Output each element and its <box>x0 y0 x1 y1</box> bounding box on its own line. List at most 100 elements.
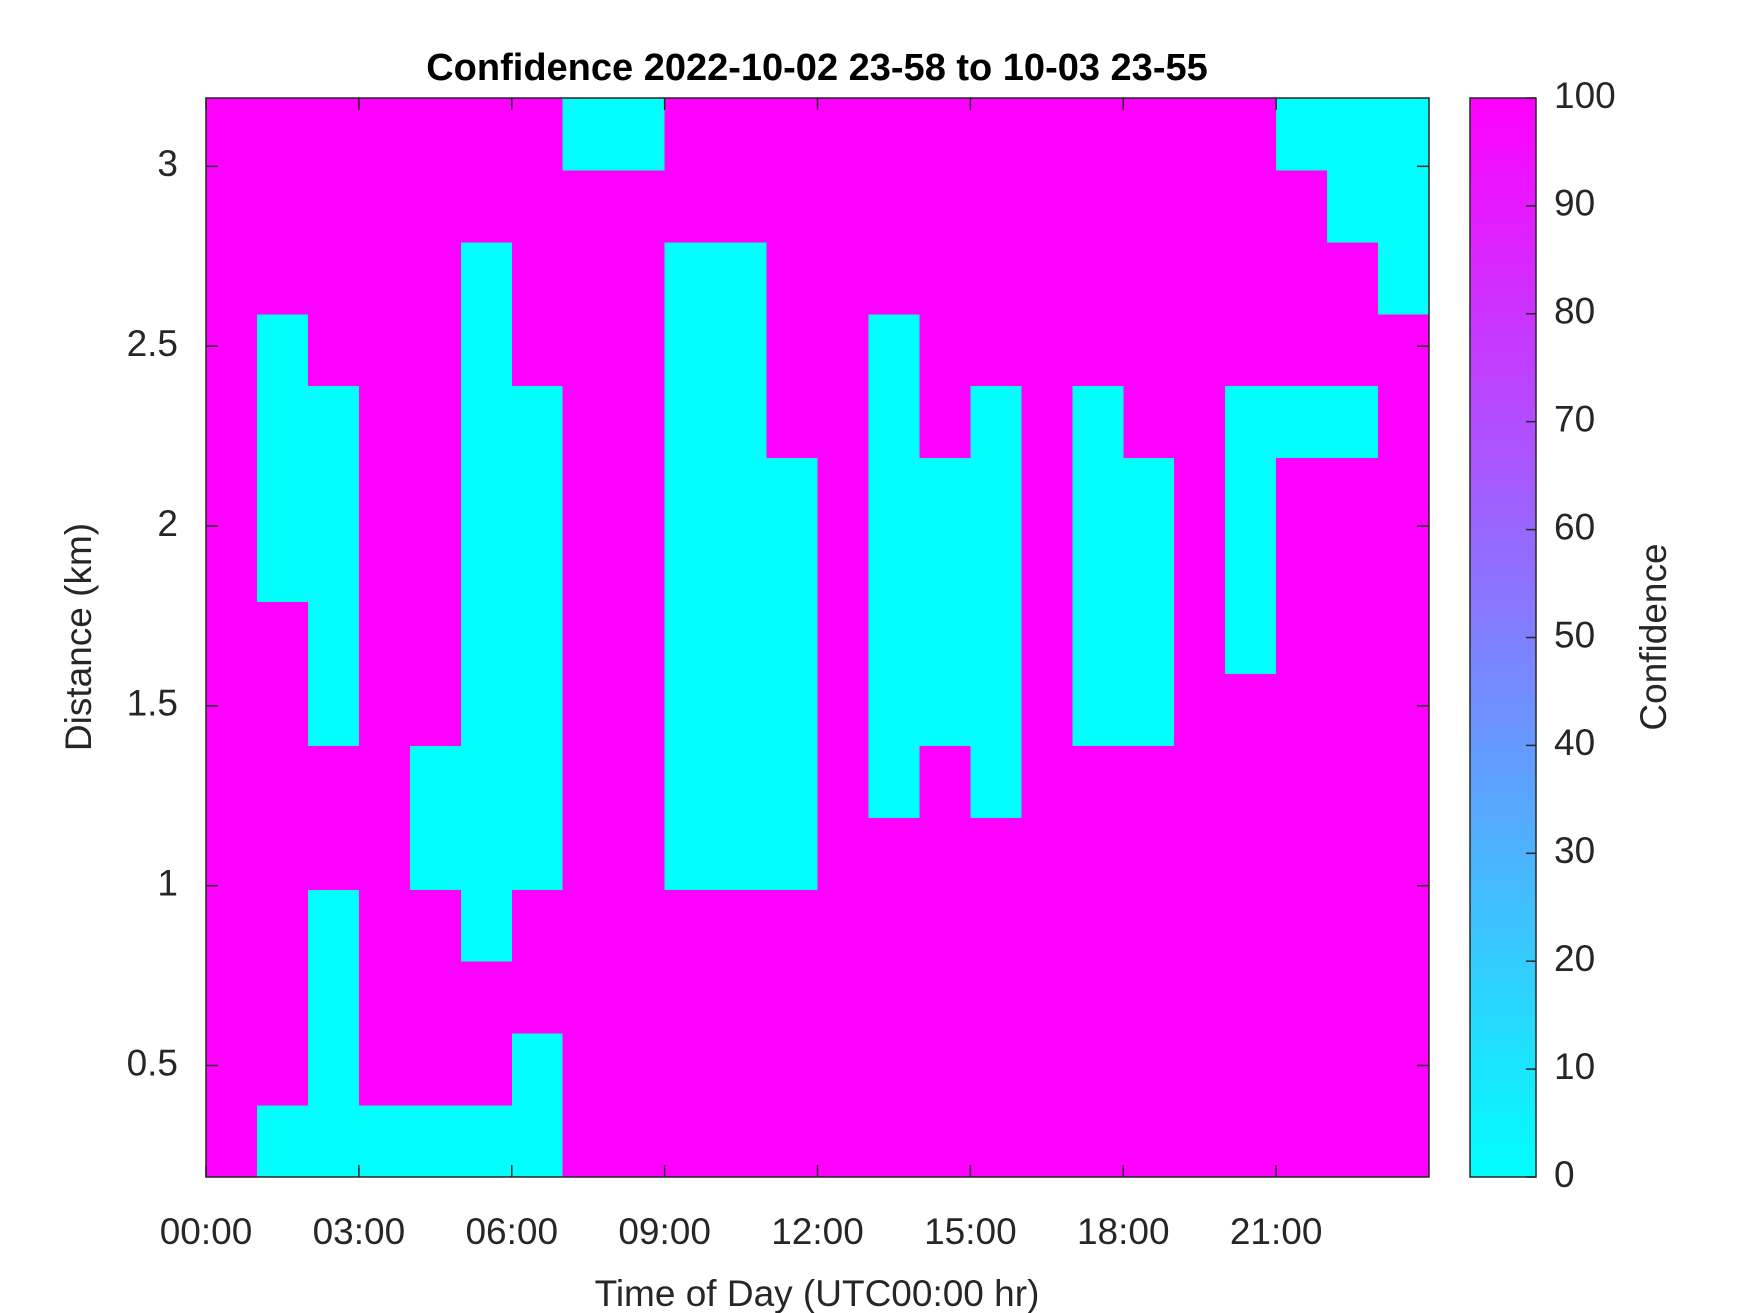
heatmap-cell <box>1378 673 1430 746</box>
heatmap-cell <box>307 385 360 459</box>
heatmap-cell <box>1072 601 1124 674</box>
heatmap-cell <box>1378 241 1430 315</box>
heatmap-cell <box>1276 529 1328 603</box>
heatmap-cell <box>206 385 258 459</box>
heatmap-cell <box>1123 241 1175 315</box>
heatmap-cell <box>1021 673 1073 746</box>
heatmap-cell <box>358 601 411 674</box>
colorbar-tick-label: 50 <box>1554 614 1595 655</box>
heatmap-cell <box>1072 313 1124 387</box>
heatmap-cell <box>511 961 564 1034</box>
heatmap-cell <box>1021 601 1073 674</box>
heatmap-cell <box>919 889 971 962</box>
heatmap-cell <box>358 98 411 171</box>
heatmap-cell <box>1327 313 1379 387</box>
heatmap-cell <box>358 1033 411 1106</box>
heatmap-cell <box>511 457 564 531</box>
heatmap-cell <box>1276 241 1328 315</box>
heatmap-cell <box>206 961 258 1034</box>
heatmap-cell <box>1225 241 1277 315</box>
heatmap-cell <box>1327 1033 1379 1106</box>
heatmap-cell <box>613 529 666 603</box>
heatmap-cell <box>1072 385 1124 459</box>
heatmap-cell <box>715 817 768 890</box>
colorbar-tick-label: 60 <box>1554 506 1595 547</box>
heatmap-cell <box>256 961 309 1034</box>
heatmap-cell <box>460 529 513 603</box>
heatmap-cell <box>766 745 818 818</box>
heatmap-cell <box>613 169 666 243</box>
heatmap-cell <box>1174 961 1226 1034</box>
heatmap-cell <box>1378 1033 1430 1106</box>
heatmap-cell <box>970 529 1022 603</box>
heatmap-cell <box>1225 601 1277 674</box>
heatmap-cell <box>256 673 309 746</box>
heatmap-cell <box>664 601 717 674</box>
heatmap-cell <box>664 745 717 818</box>
heatmap-cell <box>307 313 360 387</box>
x-tick-label: 03:00 <box>313 1211 406 1252</box>
heatmap-cell <box>1123 98 1175 171</box>
heatmap-cell <box>766 961 818 1034</box>
heatmap-cell <box>358 673 411 746</box>
y-tick-label: 0.5 <box>127 1042 178 1083</box>
heatmap-cell <box>1021 1105 1073 1178</box>
heatmap-cell <box>715 529 768 603</box>
heatmap-cell <box>715 169 768 243</box>
heatmap-cell <box>1327 889 1379 962</box>
chart-title: Confidence 2022-10-02 23-58 to 10-03 23-… <box>426 47 1208 89</box>
heatmap-cell <box>715 457 768 531</box>
heatmap-cell <box>766 1033 818 1106</box>
heatmap-cell <box>409 385 462 459</box>
heatmap-cell <box>1225 961 1277 1034</box>
x-tick-label: 06:00 <box>465 1211 558 1252</box>
heatmap-cell <box>613 241 666 315</box>
heatmap-cell <box>817 745 869 818</box>
colorbar-tick-label: 40 <box>1554 722 1595 763</box>
colorbar-tick-label: 80 <box>1554 291 1595 332</box>
heatmap-cell <box>358 241 411 315</box>
heatmap-cell <box>562 313 615 387</box>
heatmap-cell <box>817 385 869 459</box>
heatmap-cell <box>868 385 920 459</box>
heatmap-cell <box>1327 817 1379 890</box>
heatmap-cell <box>562 889 615 962</box>
heatmap-cell <box>511 169 564 243</box>
heatmap-cell <box>970 745 1022 818</box>
heatmap-cell <box>1378 961 1430 1034</box>
heatmap-cell <box>511 1105 564 1178</box>
x-tick-label: 18:00 <box>1077 1211 1170 1252</box>
heatmap-cell <box>868 601 920 674</box>
colorbar-tick-label: 90 <box>1554 183 1595 224</box>
heatmap-cell <box>1072 817 1124 890</box>
heatmap-cell <box>1123 169 1175 243</box>
heatmap-cell <box>1276 457 1328 531</box>
heatmap-cell <box>206 457 258 531</box>
heatmap-cell <box>715 961 768 1034</box>
heatmap-cell <box>1225 1033 1277 1106</box>
heatmap-cell <box>1225 817 1277 890</box>
heatmap-cell <box>664 817 717 890</box>
heatmap-cell <box>460 169 513 243</box>
colorbar-tick-label: 0 <box>1554 1154 1575 1195</box>
heatmap-cell <box>1327 529 1379 603</box>
heatmap-cell <box>1327 1105 1379 1178</box>
heatmap-cell <box>511 673 564 746</box>
y-tick-label: 2 <box>157 503 178 544</box>
heatmap-cell <box>1225 385 1277 459</box>
colorbar-tick-label: 30 <box>1554 830 1595 871</box>
heatmap-cell <box>1276 745 1328 818</box>
heatmap-cell <box>613 457 666 531</box>
heatmap-cell <box>1378 817 1430 890</box>
heatmap-cell <box>511 241 564 315</box>
heatmap-cell <box>970 673 1022 746</box>
heatmap-cell <box>613 745 666 818</box>
heatmap-cell <box>1021 313 1073 387</box>
heatmap-cell <box>868 1105 920 1178</box>
heatmap-cell <box>1123 745 1175 818</box>
heatmap-cell <box>817 889 869 962</box>
heatmap-cell <box>307 1105 360 1178</box>
heatmap-cell <box>206 817 258 890</box>
heatmap-cell <box>1174 385 1226 459</box>
heatmap-cell <box>919 817 971 890</box>
